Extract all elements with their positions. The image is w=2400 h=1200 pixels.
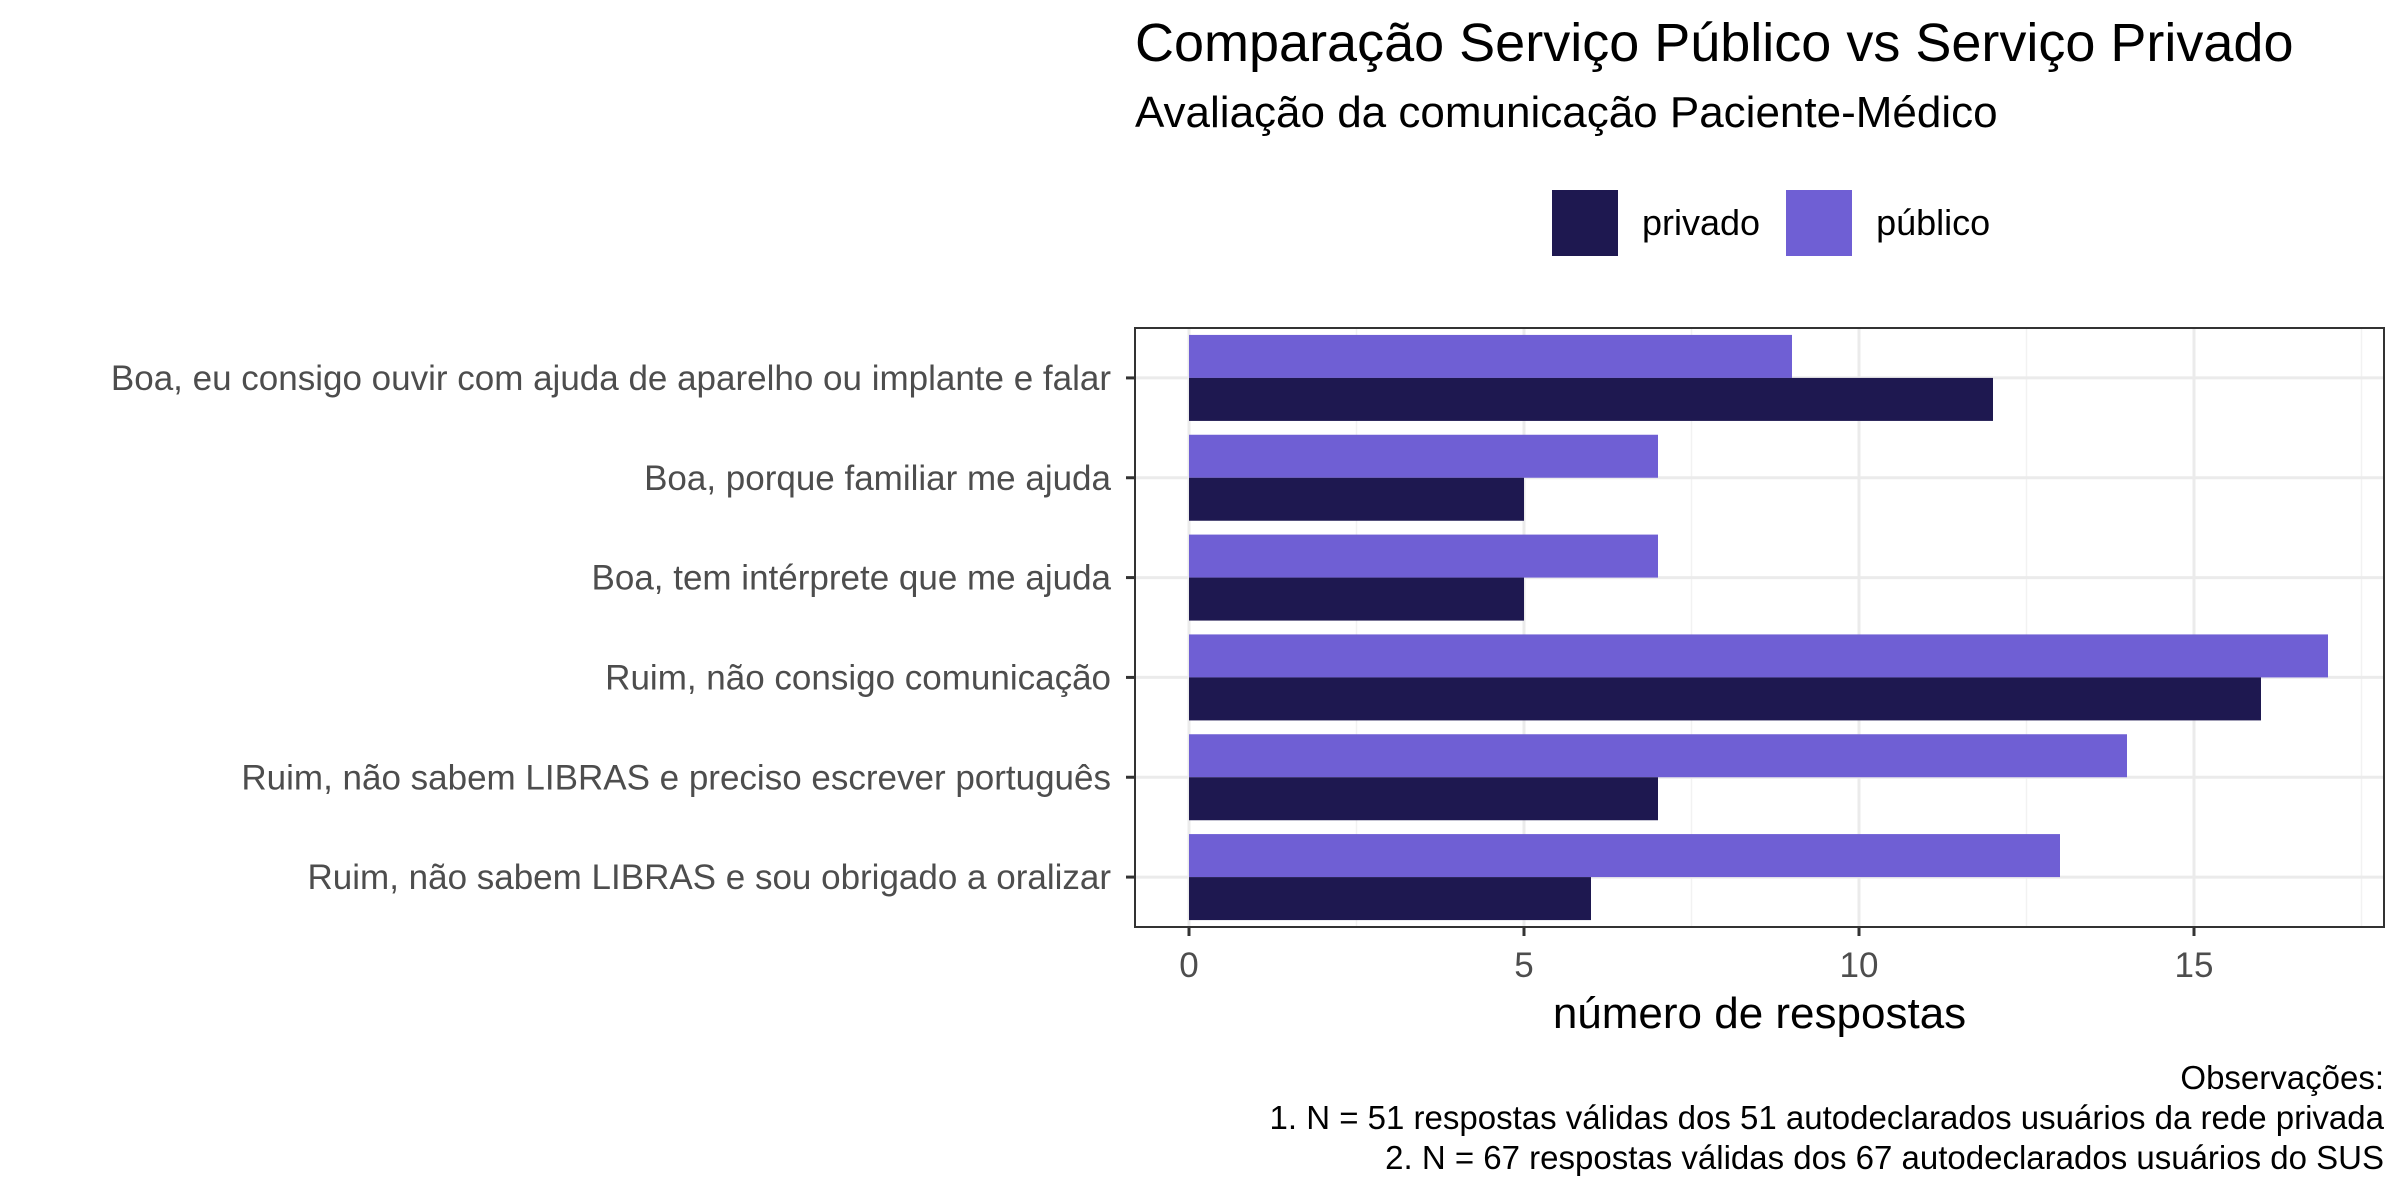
legend-label-privado: privado	[1642, 202, 1761, 243]
y-tick-label: Ruim, não sabem LIBRAS e preciso escreve…	[241, 758, 1111, 797]
caption-note-2: 2. N = 67 respostas válidas dos 67 autod…	[1385, 1139, 2384, 1176]
plot-panel-background	[1135, 328, 2384, 927]
bar-publico	[1189, 834, 2060, 878]
bar-publico	[1189, 434, 1658, 478]
bar-publico	[1189, 534, 1658, 578]
bar-privado	[1189, 877, 1591, 921]
x-tick-label: 0	[1179, 946, 1198, 985]
x-tick-label: 5	[1514, 946, 1533, 985]
caption-heading: Observações:	[2180, 1059, 2384, 1096]
y-tick-label: Ruim, não sabem LIBRAS e sou obrigado a …	[308, 858, 1112, 897]
chart-subtitle: Avaliação da comunicação Paciente-Médico	[1135, 88, 1998, 137]
legend-swatch-publico	[1786, 190, 1853, 256]
y-tick-label: Ruim, não consigo comunicação	[605, 658, 1111, 697]
bar-publico	[1189, 634, 2328, 678]
chart-title: Comparação Serviço Público vs Serviço Pr…	[1135, 13, 2294, 73]
y-tick-label: Boa, tem intérprete que me ajuda	[592, 559, 1112, 598]
y-tick-label: Boa, porque familiar me ajuda	[644, 459, 1111, 498]
bar-privado	[1189, 377, 1993, 421]
x-tick-label: 10	[1840, 946, 1879, 985]
plot-panel-border	[1134, 327, 2385, 928]
y-tick-label: Boa, eu consigo ouvir com ajuda de apare…	[111, 359, 1111, 398]
legend-swatch-privado	[1552, 190, 1618, 256]
legend-label-publico: público	[1876, 202, 1991, 243]
x-axis-title: número de respostas	[1553, 989, 1966, 1038]
bar-privado	[1189, 677, 2261, 721]
x-tick-label: 15	[2175, 946, 2214, 985]
caption-note-1: 1. N = 51 respostas válidas dos 51 autod…	[1269, 1099, 2384, 1136]
chart-caption: Observações: 1. N = 51 respostas válidas…	[1270, 1058, 2384, 1178]
legend-item-publico: público	[1786, 190, 1990, 256]
bar-privado	[1189, 477, 1524, 521]
bar-publico	[1189, 334, 1792, 378]
bar-privado	[1189, 577, 1524, 621]
legend-item-privado: privado	[1552, 190, 1760, 256]
bar-publico	[1189, 734, 2127, 778]
chart-legend: privado público	[1552, 190, 2016, 256]
bar-privado	[1189, 777, 1658, 821]
